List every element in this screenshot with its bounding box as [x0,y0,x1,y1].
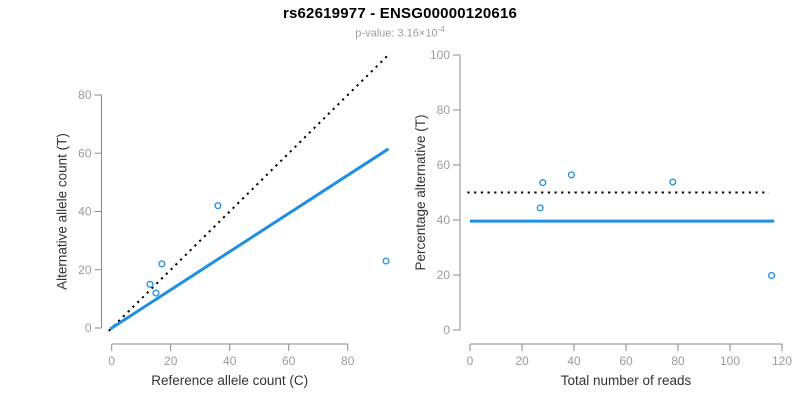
left-y-tick-label: 0 [85,321,92,335]
right-data-point [539,179,547,187]
left-x-axis-title: Reference allele count (C) [151,373,308,388]
pvalue-exponent: -4 [437,25,445,34]
left-x-tick-label: 60 [282,354,296,368]
right-data-point [536,204,544,212]
right-x-tick-label: 60 [619,354,633,368]
left-data-point [158,260,166,268]
left-y-tick-label: 60 [78,146,92,160]
right-x-tick-label: 20 [515,354,529,368]
left-y-tick-label: 80 [78,88,92,102]
left-x-tick-label: 0 [108,354,115,368]
right-x-tick-label: 80 [671,354,685,368]
right-y-tick-label: 40 [437,213,451,227]
left-x-tick-label: 80 [341,354,355,368]
right-x-tick-label: 40 [567,354,581,368]
right-data-point [768,271,776,280]
left-x-tick-label: 20 [164,354,178,368]
left-data-point [152,289,160,297]
left-identity-line [108,55,388,332]
pvalue-text: p-value: 3.16×10 [355,27,438,40]
right-x-tick-label: 100 [720,354,740,368]
left-y-axis-title: Alternative allele count (T) [55,133,70,290]
right-x-axis-title: Total number of reads [561,373,692,388]
right-y-tick-label: 20 [437,268,451,282]
left-y-tick-label: 40 [78,205,92,219]
left-data-point [382,257,390,265]
right-x-tick-label: 0 [467,354,474,368]
left-x-tick-label: 40 [223,354,237,368]
right-data-point [567,171,575,179]
left-fit-line [109,147,390,331]
left-data-point [214,202,222,210]
page-title: rs62619977 - ENSG00000120616 [282,5,518,22]
pvalue-subtitle: p-value: 3.16×10-4 [0,25,800,40]
left-y-tick-label: 20 [78,263,92,277]
right-y-tick-label: 0 [443,323,450,337]
left-data-point [146,280,154,288]
right-y-axis-title: Percentage alternative (T) [413,114,428,270]
right-y-tick-label: 80 [437,103,451,117]
right-y-tick-label: 60 [437,158,451,172]
right-data-point [669,178,677,186]
right-y-tick-label: 100 [430,48,450,62]
right-x-tick-label: 120 [772,354,792,368]
